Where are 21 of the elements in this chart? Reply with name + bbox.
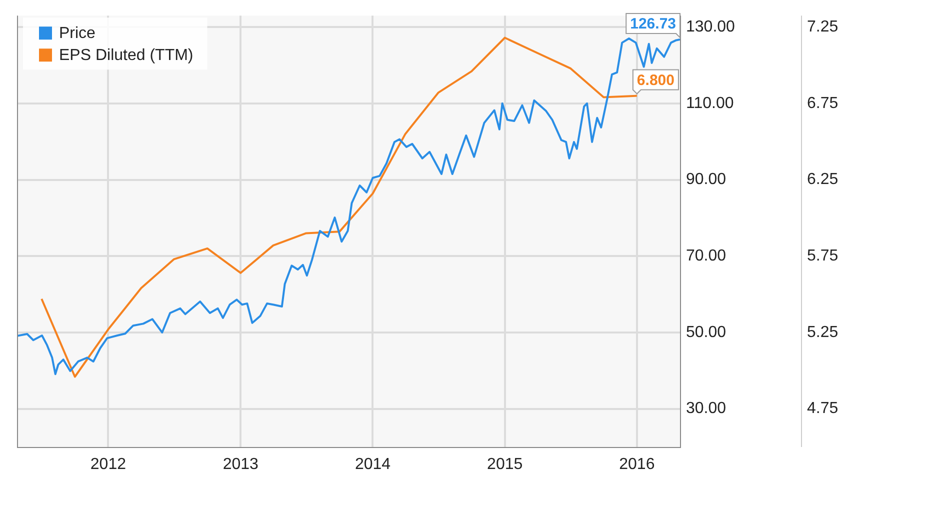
x-tick-label: 2015 bbox=[487, 456, 523, 474]
data-label: 126.73 bbox=[630, 16, 676, 33]
x-tick-label: 2016 bbox=[619, 456, 655, 474]
y2-tick-label: 5.75 bbox=[807, 248, 838, 265]
x-tick-label: 2013 bbox=[222, 456, 259, 474]
legend-label: Price bbox=[59, 25, 96, 42]
y2-tick-label: 4.75 bbox=[807, 400, 838, 418]
y2-tick-label: 7.25 bbox=[807, 18, 838, 36]
y2-tick-label: 5.25 bbox=[807, 324, 838, 341]
y-tick-label: 130.00 bbox=[686, 18, 736, 36]
data-label: 6.800 bbox=[636, 72, 674, 89]
x-tick-label: 2014 bbox=[354, 456, 391, 474]
y-tick-label: 70.00 bbox=[686, 248, 726, 265]
y-tick-label: 110.00 bbox=[686, 94, 734, 112]
legend-label: EPS Diluted (TTM) bbox=[59, 47, 194, 64]
x-tick-label: 2012 bbox=[90, 456, 126, 474]
y2-tick-label: 6.75 bbox=[807, 94, 838, 112]
y-tick-label: 30.00 bbox=[686, 400, 726, 418]
y2-tick-label: 6.25 bbox=[807, 171, 838, 188]
y-tick-label: 90.00 bbox=[686, 171, 726, 188]
y-tick-label: 50.00 bbox=[686, 324, 726, 341]
